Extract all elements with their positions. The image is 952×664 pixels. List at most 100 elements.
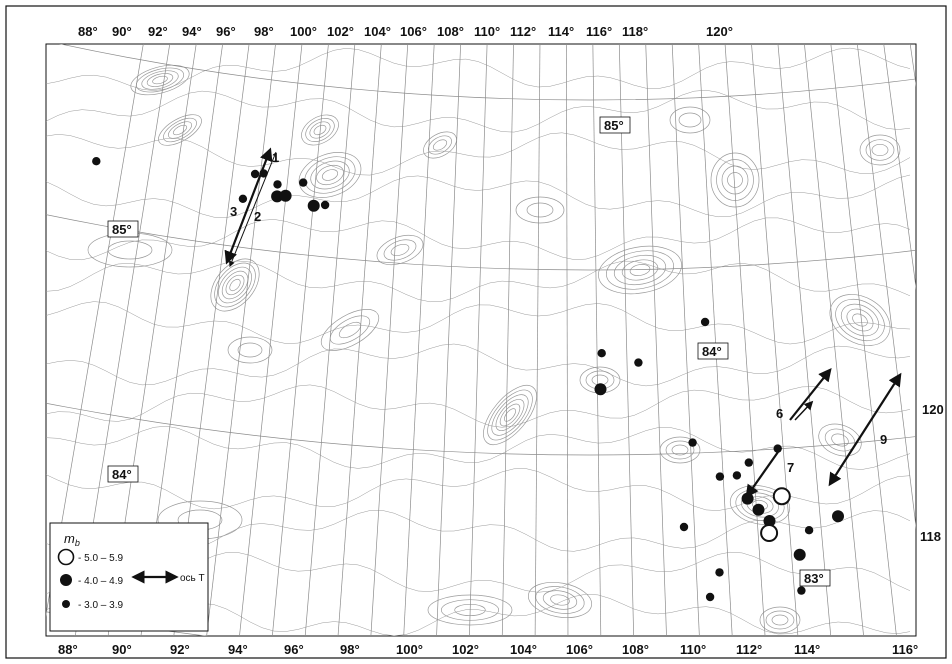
top-tick-120: 120°: [706, 24, 733, 39]
lat-label-84-left: 84°: [107, 465, 139, 483]
event-small-16: [773, 444, 782, 453]
top-tick-104: 104°: [364, 24, 391, 39]
event-medium-8: [307, 199, 320, 212]
event-label-7: 7: [787, 460, 794, 475]
top-tick-88: 88°: [78, 24, 98, 39]
earthquake-events: [92, 157, 844, 602]
bottom-tick-96: 96°: [284, 642, 304, 657]
bottom-tick-94: 94°: [228, 642, 248, 657]
top-tick-98: 98°: [254, 24, 274, 39]
event-medium-21: [763, 515, 776, 527]
legend-open-circle-icon: [57, 548, 75, 566]
event-small-28: [804, 526, 814, 535]
event-small-2: [259, 169, 268, 178]
event-small-11: [634, 358, 643, 367]
bottom-tick-112: 112°: [736, 642, 762, 657]
legend-label-small: - 3.0 – 3.9: [78, 600, 123, 611]
top-tick-94: 94°: [182, 24, 202, 39]
event-small-10: [597, 349, 606, 358]
legend-label-open: - 5.0 – 5.9: [78, 553, 123, 564]
top-tick-100: 100°: [290, 24, 317, 39]
svg-text:84°: 84°: [112, 467, 132, 482]
event-medium-20: [752, 503, 765, 516]
top-tick-96: 96°: [216, 24, 236, 39]
event-small-25: [715, 568, 724, 577]
legend-box: [49, 522, 209, 632]
right-tick-120: 120: [922, 402, 944, 417]
top-tick-110: 110°: [474, 24, 500, 39]
event-medium-6: [279, 189, 292, 202]
event-small-7: [299, 178, 308, 187]
bottom-tick-106: 106°: [566, 642, 593, 657]
svg-text:83°: 83°: [804, 571, 824, 586]
svg-text:85°: 85°: [112, 222, 132, 237]
legend-arrow-label: ось T: [180, 573, 205, 584]
event-label-9: 9: [880, 432, 887, 447]
event-small-24: [679, 522, 689, 532]
event-label-1: 1: [272, 150, 279, 165]
event-small-4: [238, 194, 248, 203]
legend: mb - 5.0 – 5.9 - 4.0 – 4.9 - 3.0 – 3.9 о…: [49, 522, 209, 632]
event-medium-13: [594, 383, 607, 396]
legend-label-large: - 4.0 – 4.9: [78, 576, 123, 587]
event-small-14: [688, 438, 697, 447]
t-axis-arrow-7: [745, 451, 779, 499]
lat-label-83: 83°: [799, 569, 831, 587]
event-large-23: [760, 524, 779, 542]
top-tick-90: 90°: [112, 24, 132, 39]
t-axis-arrow-6b: [794, 400, 814, 421]
event-small-18: [732, 471, 742, 480]
t-axis-arrow-6: [789, 367, 832, 421]
top-tick-92: 92°: [148, 24, 168, 39]
svg-text:85°: 85°: [604, 118, 624, 133]
event-label-2: 2: [254, 209, 261, 224]
event-small-12: [700, 317, 710, 327]
event-small-17: [715, 472, 725, 481]
bottom-tick-108: 108°: [622, 642, 649, 657]
top-longitude-ticks: 88° 90° 92° 94° 96° 98° 100° 102° 104° 106° 108° 11…: [78, 24, 733, 39]
event-small-15: [744, 458, 753, 467]
bottom-tick-104: 104°: [510, 642, 537, 657]
bottom-tick-116: 116°: [892, 642, 918, 657]
lat-label-85-right: 85°: [599, 116, 631, 134]
svg-text:84°: 84°: [702, 344, 722, 359]
bottom-longitude-ticks: 88° 90° 92° 94° 96° 98° 100° 102° 104° 106° 108° 11…: [58, 642, 918, 657]
t-axis-arrow-1: [224, 147, 273, 265]
event-medium-5: [271, 190, 284, 203]
top-tick-106: 106°: [400, 24, 427, 39]
top-tick-116: 116°: [586, 24, 612, 39]
bottom-tick-114: 114°: [794, 642, 820, 657]
lat-label-85-left: 85°: [107, 220, 139, 238]
event-small-9: [320, 200, 330, 210]
top-tick-102: 102°: [327, 24, 354, 39]
bottom-tick-90: 90°: [112, 642, 132, 657]
event-small-30: [797, 586, 806, 595]
event-small-0: [92, 157, 101, 166]
bottom-tick-110: 110°: [680, 642, 706, 657]
bottom-tick-100: 100°: [396, 642, 423, 657]
bottom-tick-98: 98°: [340, 642, 360, 657]
top-tick-118: 118°: [622, 24, 648, 39]
top-tick-108: 108°: [437, 24, 464, 39]
top-tick-114: 114°: [548, 24, 574, 39]
event-medium-27: [832, 510, 844, 523]
lat-label-84-right: 84°: [697, 342, 729, 360]
bottom-tick-102: 102°: [452, 642, 479, 657]
event-medium-19: [741, 492, 754, 505]
event-label-3: 3: [230, 204, 237, 219]
t-axis-arrow-9: [828, 372, 902, 487]
event-label-6: 6: [776, 406, 783, 421]
bottom-tick-88: 88°: [58, 642, 78, 657]
legend-large-dot-icon: [60, 574, 72, 586]
bottom-tick-92: 92°: [170, 642, 190, 657]
top-tick-112: 112°: [510, 24, 536, 39]
event-small-3: [273, 180, 282, 189]
right-tick-118: 118: [920, 529, 941, 544]
legend-title: mb: [64, 531, 80, 548]
legend-small-dot-icon: [62, 600, 70, 608]
event-small-29: [705, 592, 715, 602]
event-medium-26: [793, 548, 806, 561]
t-axis-arrows: [224, 147, 902, 499]
